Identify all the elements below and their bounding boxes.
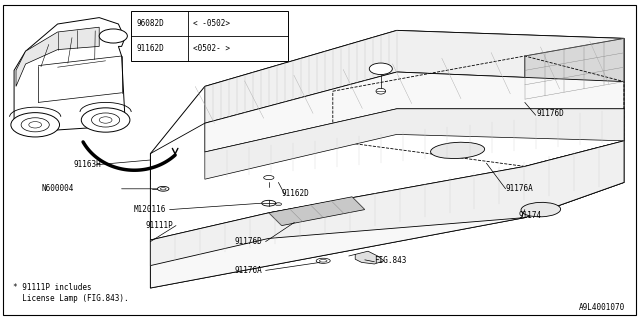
Ellipse shape	[521, 202, 561, 217]
Circle shape	[81, 108, 130, 132]
Text: 91176D: 91176D	[536, 109, 564, 118]
Circle shape	[99, 29, 127, 43]
Circle shape	[29, 122, 42, 128]
Text: 91162D: 91162D	[136, 44, 164, 53]
Text: * 91111P includes
  License Lamp (FIG.843).: * 91111P includes License Lamp (FIG.843)…	[13, 283, 129, 303]
Text: 91176A: 91176A	[235, 266, 262, 275]
Text: FIG.843: FIG.843	[374, 256, 407, 265]
Text: 1: 1	[378, 64, 383, 73]
Polygon shape	[150, 72, 624, 288]
Polygon shape	[14, 18, 125, 131]
Text: < -0502>: < -0502>	[193, 19, 230, 28]
Polygon shape	[205, 109, 624, 179]
Text: 96082D: 96082D	[136, 19, 164, 28]
Polygon shape	[150, 141, 624, 266]
Text: 91176A: 91176A	[506, 184, 533, 193]
Circle shape	[21, 118, 49, 132]
Ellipse shape	[316, 258, 330, 263]
Circle shape	[99, 117, 112, 123]
Text: <0502- >: <0502- >	[193, 44, 230, 53]
Circle shape	[369, 63, 392, 75]
Polygon shape	[205, 30, 624, 123]
Text: 91162D: 91162D	[282, 189, 309, 198]
Polygon shape	[525, 38, 624, 99]
Text: 91176D: 91176D	[235, 237, 262, 246]
Ellipse shape	[376, 88, 385, 94]
Ellipse shape	[319, 260, 327, 262]
Text: A9L4001070: A9L4001070	[579, 303, 625, 312]
Ellipse shape	[431, 142, 484, 158]
Polygon shape	[355, 251, 384, 264]
Text: 91174: 91174	[518, 212, 541, 220]
Text: 91163H: 91163H	[74, 160, 101, 169]
Ellipse shape	[157, 186, 169, 191]
FancyBboxPatch shape	[131, 11, 288, 61]
Text: N600004: N600004	[41, 184, 74, 193]
Text: 91111P: 91111P	[145, 221, 173, 230]
Ellipse shape	[160, 188, 166, 190]
Text: M120116: M120116	[134, 205, 166, 214]
Ellipse shape	[264, 175, 274, 180]
Circle shape	[92, 113, 120, 127]
Ellipse shape	[262, 200, 276, 206]
Text: 1: 1	[111, 31, 116, 41]
Polygon shape	[16, 27, 99, 86]
Polygon shape	[150, 30, 624, 288]
Circle shape	[11, 113, 60, 137]
Polygon shape	[269, 197, 365, 226]
Ellipse shape	[275, 203, 282, 205]
